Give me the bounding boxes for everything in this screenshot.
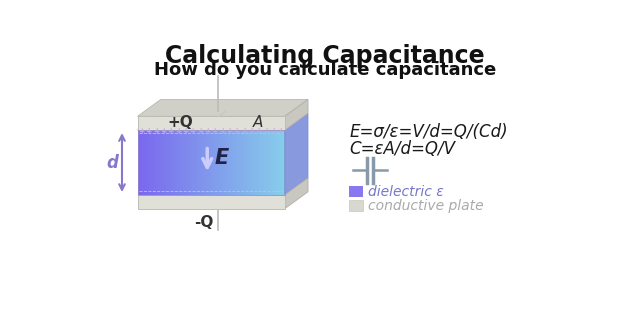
Text: C=εA/d=Q/V: C=εA/d=Q/V [349,140,455,158]
Text: -Q: -Q [194,215,213,230]
Polygon shape [284,178,308,209]
Polygon shape [349,186,363,197]
Text: +: + [138,127,145,136]
Text: +: + [241,127,247,136]
Text: +: + [168,127,174,136]
Text: +: + [271,127,277,136]
Polygon shape [284,113,308,195]
Text: +Q: +Q [167,115,193,130]
Text: d: d [107,154,119,172]
Text: +: + [277,127,284,136]
Text: E=σ/ε=V/d=Q/(Cd): E=σ/ε=V/d=Q/(Cd) [349,123,508,141]
Text: +: + [234,127,240,136]
Polygon shape [138,116,284,130]
Text: conductive plate: conductive plate [368,199,483,213]
Polygon shape [138,99,308,116]
Text: +: + [190,127,196,136]
Text: Calculating Capacitance: Calculating Capacitance [165,44,485,68]
Text: +: + [256,127,262,136]
Text: E: E [214,148,229,168]
Text: dielectric ε: dielectric ε [368,185,443,199]
Polygon shape [138,195,284,209]
Text: +: + [175,127,181,136]
Text: +: + [211,127,218,136]
Text: +: + [160,127,166,136]
Text: +: + [182,127,189,136]
Text: +: + [153,127,159,136]
Text: +: + [145,127,152,136]
Polygon shape [138,113,308,130]
Text: +: + [219,127,225,136]
Text: +: + [248,127,255,136]
Text: +: + [263,127,269,136]
Text: +: + [226,127,232,136]
Polygon shape [284,99,308,130]
Polygon shape [349,200,363,211]
Text: A: A [253,115,263,130]
Text: How do you calculate capacitance: How do you calculate capacitance [154,61,496,79]
Text: +: + [204,127,211,136]
Text: +: + [197,127,203,136]
